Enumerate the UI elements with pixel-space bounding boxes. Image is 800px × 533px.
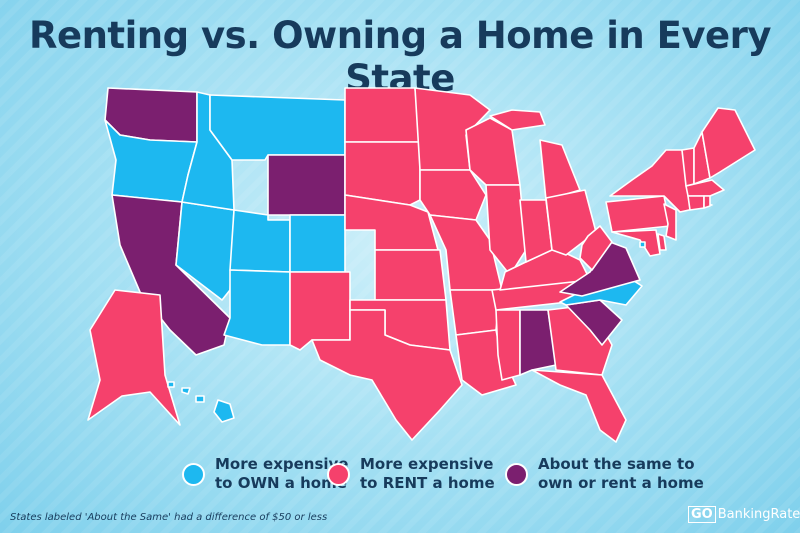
state-fl [531, 369, 627, 443]
brand-logo-go: GO [688, 506, 716, 523]
footnote: States labeled 'About the Same' had a di… [10, 512, 328, 523]
legend-swatch-same [505, 462, 528, 486]
state-ut [229, 209, 291, 273]
legend-label-same: About the same to own or rent a home [538, 455, 704, 492]
state-tx [311, 309, 463, 441]
state-va [559, 241, 641, 297]
state-ia [419, 169, 487, 221]
state-ak [87, 289, 181, 426]
legend-item-own: More expensive to OWN a home [182, 455, 348, 493]
state-nj [663, 203, 677, 241]
state-wy [267, 154, 346, 216]
state-az [223, 269, 291, 346]
state-me [701, 107, 756, 179]
state-ri [703, 195, 711, 209]
legend-item-same: About the same to own or rent a home [505, 455, 704, 493]
state-ar [449, 289, 501, 336]
state-il [485, 184, 527, 276]
state-mi-up [489, 109, 546, 131]
state-sd [344, 141, 421, 206]
state-wv [579, 225, 613, 271]
state-nm [289, 271, 351, 351]
state-al [519, 309, 557, 376]
state-ma [685, 179, 725, 197]
state-nd [344, 87, 421, 143]
legend-label-rent: More expensive to RENT a home [360, 455, 495, 492]
legend-label-own: More expensive to OWN a home [215, 455, 349, 492]
state-dc [639, 241, 646, 248]
legend-swatch-own [182, 462, 205, 486]
brand-logo: GO BankingRates [688, 506, 800, 523]
state-oh [545, 189, 597, 256]
state-pa [605, 195, 671, 233]
brand-logo-name: BankingRates [717, 507, 800, 522]
legend-swatch-rent [327, 462, 350, 486]
state-mi [539, 139, 581, 201]
state-hi [167, 381, 235, 423]
state-md [611, 229, 661, 257]
state-mt [209, 94, 346, 161]
state-ct [687, 195, 705, 211]
state-de [657, 233, 667, 251]
state-co [289, 214, 346, 273]
state-ms [495, 309, 521, 381]
page-title: Renting vs. Owning a Home in Every State [29, 14, 771, 100]
state-ks [374, 249, 447, 301]
legend-item-rent: More expensive to RENT a home [327, 455, 495, 493]
